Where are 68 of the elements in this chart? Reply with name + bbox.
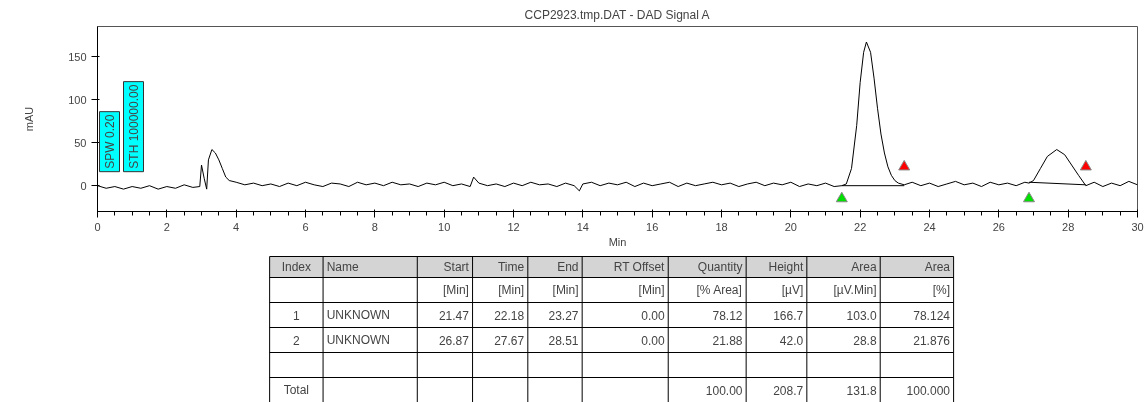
x-tick-label: 4 <box>233 220 240 233</box>
text: UNKNOWN <box>326 308 391 322</box>
text: 100.000 <box>906 383 951 398</box>
text: [µV.Min] <box>833 283 877 297</box>
x-tick-label: 6 <box>302 220 309 233</box>
text: 0.00 <box>641 308 665 323</box>
text: Time <box>497 260 525 274</box>
text: [%] <box>932 283 950 297</box>
x-tick-label: 30 <box>1131 220 1144 233</box>
x-tick-label: 0 <box>94 220 101 233</box>
text: Name <box>326 260 360 274</box>
x-tick-label: 14 <box>576 220 589 233</box>
text: 131.8 <box>846 383 877 398</box>
text: Area <box>924 260 951 274</box>
text: 2 <box>293 333 301 348</box>
x-axis-title: Min <box>608 235 627 248</box>
x-tick-label: 10 <box>438 220 451 233</box>
x-tick-label: 28 <box>1062 220 1075 233</box>
text: 78.12 <box>712 308 743 323</box>
text: 42.0 <box>779 333 804 348</box>
text: Quantity <box>697 260 743 274</box>
text: 100.00 <box>705 383 743 398</box>
text: 208.7 <box>773 383 804 398</box>
x-tick-label: 22 <box>854 220 867 233</box>
text: [Min] <box>552 283 579 297</box>
text: 21.88 <box>712 333 743 348</box>
text: 27.67 <box>494 333 525 348</box>
chart-title: CCP2923.tmp.DAT - DAD Signal A <box>524 7 710 22</box>
x-tick-label: 2 <box>163 220 170 233</box>
y-tick-label: 100 <box>68 93 87 106</box>
text: [% Area] <box>696 283 742 297</box>
text: 166.7 <box>773 308 804 323</box>
text: [Min] <box>498 283 525 297</box>
text: [µV] <box>781 283 804 297</box>
x-tick-label: 20 <box>784 220 797 233</box>
text: 103.0 <box>846 308 877 323</box>
text: 23.27 <box>548 308 579 323</box>
text: Index <box>281 260 312 274</box>
text: UNKNOWN <box>326 333 391 347</box>
text: 28.51 <box>548 333 579 348</box>
annotation: STH 100000.00 <box>126 84 141 169</box>
y-tick-label: 150 <box>68 50 87 63</box>
x-tick-label: 8 <box>371 220 378 233</box>
x-tick-label: 24 <box>923 220 936 233</box>
text: 22.18 <box>494 308 525 323</box>
x-tick-label: 16 <box>646 220 659 233</box>
text: 26.87 <box>438 333 470 348</box>
x-tick-label: 12 <box>507 220 520 233</box>
text: RT Offset <box>613 260 666 274</box>
text: 78.124 <box>913 308 951 323</box>
text: Area <box>851 260 877 274</box>
text: End <box>557 260 579 274</box>
text: Height <box>768 260 804 274</box>
text: 1 <box>293 308 301 323</box>
text: 21.876 <box>913 333 951 348</box>
x-tick-label: 18 <box>715 220 728 233</box>
x-tick-label: 26 <box>992 220 1005 233</box>
text: 21.47 <box>438 308 470 323</box>
text: [Min] <box>442 283 469 297</box>
y-axis-title: mAU <box>23 106 36 132</box>
text: 28.8 <box>853 333 877 348</box>
text: 0.00 <box>641 333 665 348</box>
text: Total <box>283 383 310 397</box>
y-tick-label: 0 <box>80 179 87 192</box>
text: Start <box>443 260 470 274</box>
text: [Min] <box>638 283 665 297</box>
y-tick-label: 50 <box>74 136 87 149</box>
annotation: SPW 0.20 <box>102 114 117 169</box>
